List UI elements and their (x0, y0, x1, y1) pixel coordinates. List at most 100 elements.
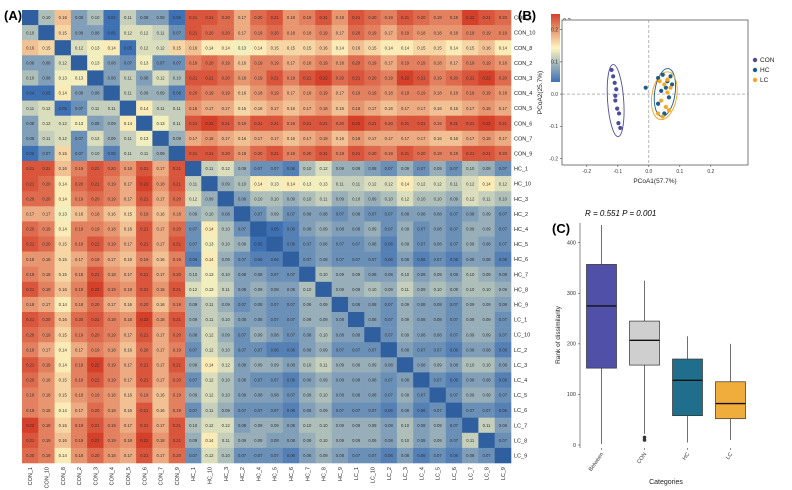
heatmap-cell (136, 100, 153, 116)
heatmap-cell (136, 266, 153, 283)
heatmap-cell-value: 0.19 (238, 121, 247, 126)
heatmap-cell-value: 0.17 (287, 60, 296, 65)
heatmap-cell (70, 145, 88, 162)
heatmap-cell-value: 0.20 (222, 30, 231, 35)
heatmap-cell-value: 0.21 (140, 287, 149, 292)
heatmap-cell-value: 0.08 (238, 423, 247, 428)
heatmap-cell-value: 0.19 (352, 91, 361, 96)
heatmap-cell-value: 0.07 (254, 211, 263, 216)
heatmap-cell (445, 161, 463, 177)
heatmap-cell-value: 0.07 (385, 166, 394, 171)
heatmap-cell-value: 0.17 (401, 136, 410, 141)
heatmap-col-label: CON_5 (126, 467, 132, 485)
heatmap-cell-value: 0.09 (108, 136, 117, 141)
heatmap-cell (250, 236, 267, 252)
heatmap-cell (152, 85, 169, 101)
heatmap-cell-value: 0.14 (205, 362, 214, 367)
heatmap-cell (87, 70, 104, 86)
heatmap-cell-value: 0.18 (205, 136, 214, 141)
heatmap-cell (445, 266, 463, 283)
heatmap-cell (87, 402, 104, 418)
heatmap-cell (462, 251, 479, 267)
y-tick-label: 0.2 (551, 27, 558, 33)
heatmap-cell (266, 387, 284, 403)
heatmap-cell (299, 281, 316, 298)
heatmap-cell (201, 312, 218, 328)
heatmap-cell (38, 115, 55, 132)
heatmap-cell (462, 266, 479, 283)
heatmap-cell (54, 372, 72, 388)
heatmap-cell-value: 0.09 (466, 242, 475, 247)
heatmap-cell (22, 236, 39, 252)
heatmap-cell-value: 0.15 (59, 378, 68, 383)
heatmap-cell (185, 327, 202, 343)
heatmap-cell-value: 0.19 (434, 121, 443, 126)
heatmap-cell-value: 0.10 (417, 196, 426, 201)
heatmap-cell-value: 0.18 (42, 257, 51, 262)
heatmap-cell-value: 0.18 (336, 15, 345, 20)
heatmap-cell (201, 251, 218, 267)
heatmap-cell (217, 342, 235, 358)
heatmap-cell (364, 70, 381, 86)
heatmap-cell (103, 296, 121, 313)
heatmap-cell-value: 0.09 (238, 166, 247, 171)
heatmap-cell (266, 176, 284, 192)
heatmap-cell (168, 206, 186, 222)
heatmap-cell (315, 417, 332, 434)
heatmap-cell (266, 85, 284, 101)
heatmap-cell (462, 55, 479, 71)
heatmap-cell-value: 0.11 (336, 181, 345, 186)
heatmap-cell-value: 0.08 (368, 317, 377, 322)
heatmap-cell-value: 0.18 (303, 60, 312, 65)
heatmap-cell (119, 176, 137, 192)
heatmap-cell (250, 176, 267, 192)
heatmap-cell (119, 357, 137, 373)
heatmap-cell-value: 0.19 (205, 91, 214, 96)
heatmap-cell-value: 0.21 (140, 332, 149, 337)
heatmap-cell (429, 55, 447, 71)
heatmap-cell-value: 0.19 (450, 15, 459, 20)
heatmap-cell (315, 115, 332, 132)
heatmap-cell (152, 236, 169, 252)
heatmap-cell (185, 417, 202, 434)
heatmap-cell-value: 0.10 (466, 287, 475, 292)
heatmap-cell-value: 0.12 (222, 362, 231, 367)
heatmap-cell-value: 0.10 (91, 15, 100, 20)
heatmap-cell-value: 0.09 (417, 287, 426, 292)
heatmap-cell (478, 85, 495, 101)
heatmap-cell-value: 0.17 (385, 30, 394, 35)
heatmap-cell-value: 0.09 (368, 227, 377, 232)
heatmap-cell-value: 0.18 (124, 317, 133, 322)
heatmap-cell (38, 432, 55, 449)
heatmap-cell-value: 0.21 (271, 15, 280, 20)
heatmap-cell (233, 387, 251, 403)
heatmap-cell (282, 236, 300, 252)
heatmap-cell-value: 0.09 (352, 362, 361, 367)
heatmap-cell (152, 296, 169, 313)
heatmap-cell (282, 100, 300, 116)
heatmap-cell (250, 206, 267, 222)
heatmap-cell-value: 0.06 (287, 227, 296, 232)
heatmap-cell-value: 0.20 (173, 227, 182, 232)
heatmap-cell (38, 206, 55, 222)
heatmap-cell (250, 372, 267, 388)
heatmap-col-label: HC_1 (191, 467, 197, 481)
heatmap-cell (299, 70, 316, 86)
heatmap-cell-value: 0.17 (336, 91, 345, 96)
heatmap-cell (152, 25, 169, 41)
heatmap-cell (282, 402, 300, 418)
heatmap-cell (250, 191, 267, 207)
heatmap-cell (445, 206, 463, 222)
heatmap-cell-value: 0.08 (434, 302, 443, 307)
heatmap-cell-value: 0.10 (303, 362, 312, 367)
heatmap-cell-value: 0.19 (26, 272, 35, 277)
heatmap-cell (103, 176, 121, 192)
heatmap-cell (87, 281, 104, 298)
heatmap-cell-value: 0.21 (352, 15, 361, 20)
heatmap-cell (185, 357, 202, 373)
heatmap-cell-value: 0.09 (319, 453, 328, 458)
heatmap-cell (315, 70, 332, 86)
heatmap-cell (103, 372, 121, 388)
heatmap-cell (201, 357, 218, 373)
heatmap-cell-value: 0.10 (173, 76, 182, 81)
